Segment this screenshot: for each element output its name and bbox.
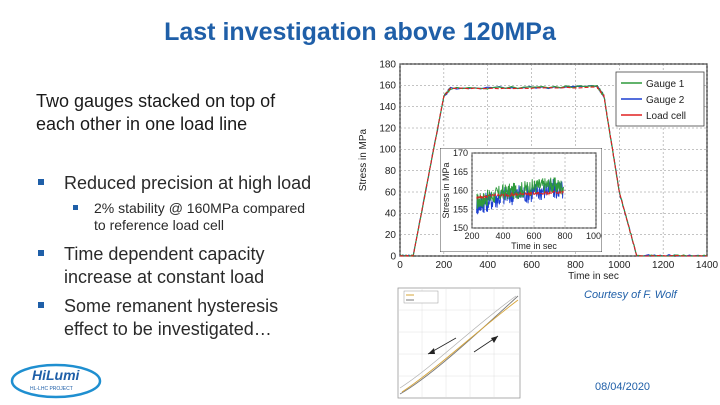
y-tick-label: 150 [453,223,468,233]
intro-line-2: each other in one load line [36,114,248,134]
y-tick-label: 60 [385,187,397,198]
y-tick-label: 120 [379,123,396,134]
arrow-head [428,348,435,354]
bullet-line-2: effect to be investigated… [64,319,272,339]
series-line-load-cell [399,86,707,257]
y-tick-label: 100 [379,145,396,156]
y-tick-label: 160 [379,81,396,92]
x-tick-label: 600 [523,260,540,271]
intro-line-1: Two gauges stacked on top of [36,91,276,111]
legend-label: Load cell [646,111,686,122]
slide-title: Last investigation above 120MPa [164,18,556,46]
bullet-reduced-precision: Reduced precision at high load [38,172,311,195]
sub-bullet-marker [73,205,78,210]
sub-bullet-line-2: to reference load cell [94,217,224,233]
x-tick-label: 600 [526,231,541,241]
y-tick-label: 155 [453,204,468,214]
bullet-marker [38,302,44,308]
courtesy-note: Courtesy of F. Wolf [584,289,677,301]
legend-label: Gauge 2 [646,95,685,106]
hilumi-logo: HiLumi HL-LHC PROJECT [10,363,102,399]
sub-bullet-line-1: 2% stability @ 160MPa compared [94,200,306,216]
y-tick-label: 165 [453,167,468,177]
x-tick-label: 1000 [586,231,602,241]
legend-label: Gauge 1 [646,79,685,90]
thumbnail-frame [397,287,521,399]
x-tick-label: 200 [464,231,479,241]
x-tick-label: 200 [436,260,453,271]
slide-date: 08/04/2020 [595,381,651,393]
hysteresis-curve-down [401,299,519,393]
y-tick-label: 170 [453,148,468,158]
arrow-head [491,336,498,343]
hysteresis-curve-mid [399,295,517,389]
sub-bullet-stability: 2% stability @ 160MPa compared to refere… [73,200,363,234]
bullet-text: Reduced precision at high load [64,173,312,193]
y-tick-label: 160 [453,186,468,196]
y-axis-label: Stress in MPa [358,128,369,191]
x-axis-label: Time in sec [511,241,557,251]
y-tick-label: 0 [390,251,396,262]
x-tick-label: 800 [567,260,584,271]
bullet-hysteresis: Some remanent hysteresis effect to be in… [38,295,338,341]
bullet-time-dependent: Time dependent capacity increase at cons… [38,243,338,289]
hysteresis-thumbnail-chart [397,287,521,399]
bullet-marker [38,179,44,185]
thumbnail-legend [403,290,439,304]
y-axis-label: Stress in MPa [441,162,451,218]
bullet-marker [38,250,44,256]
x-tick-label: 400 [479,260,496,271]
y-tick-label: 140 [379,102,396,113]
series-line-load-cell [476,190,564,200]
y-tick-label: 180 [379,59,396,70]
intro-text: Two gauges stacked on top of each other … [36,90,356,136]
logo-swoosh [10,363,102,399]
x-axis-label: Time in sec [568,271,619,282]
logo-text: HiLumi [32,367,81,383]
x-tick-label: 800 [557,231,572,241]
x-tick-label: 1200 [652,260,675,271]
y-tick-label: 80 [385,166,397,177]
bullet-line-2: increase at constant load [64,267,265,287]
x-tick-label: 1400 [696,260,719,271]
x-tick-label: 0 [397,260,403,271]
hysteresis-curve-up [399,295,519,395]
bullet-line-1: Time dependent capacity [64,244,265,264]
x-tick-label: 400 [495,231,510,241]
logo-subtext: HL-LHC PROJECT [30,386,73,392]
y-tick-label: 20 [385,230,397,241]
bullet-line-1: Some remanent hysteresis [64,296,279,316]
x-tick-label: 1000 [608,260,631,271]
y-tick-label: 40 [385,209,397,220]
inset-zoom-chart: 200 400 600 800 1000 150 155 160 165 170 Time in s… [440,148,602,252]
